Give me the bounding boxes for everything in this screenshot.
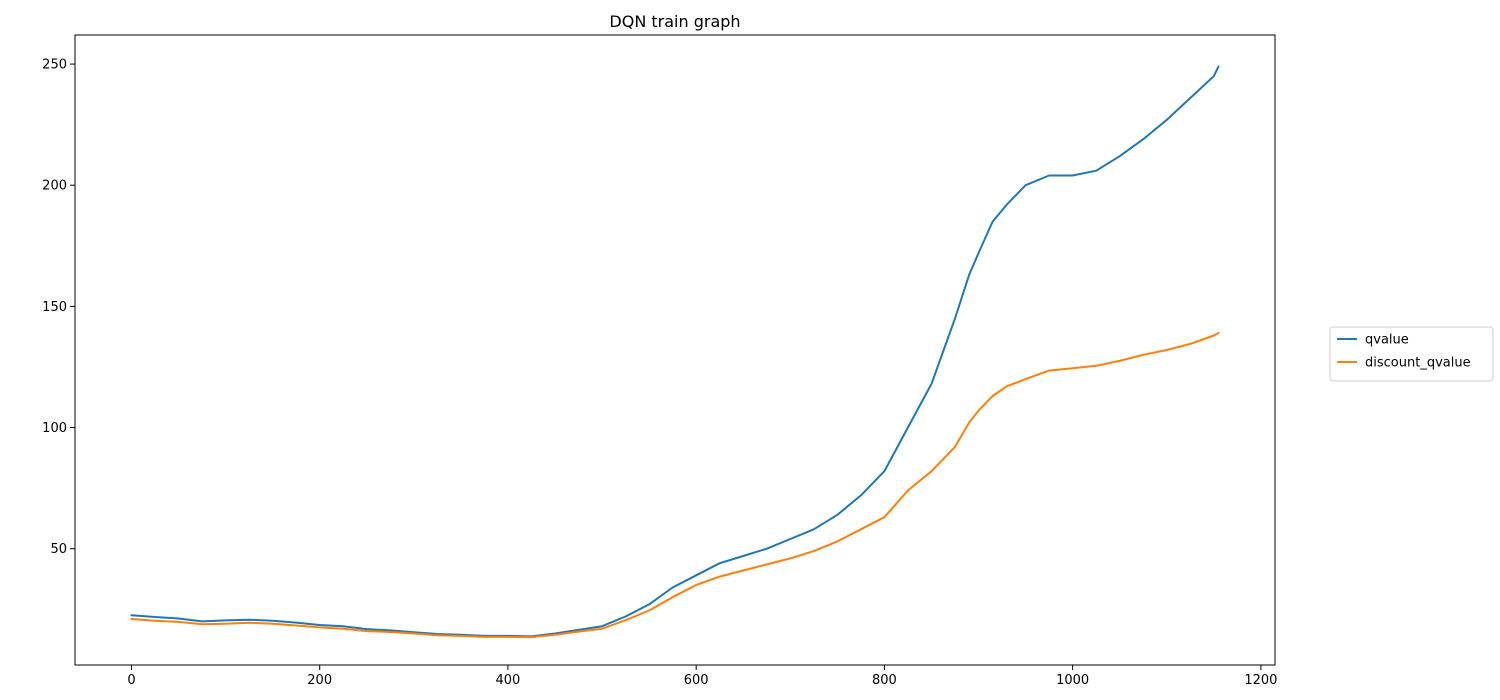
legend-label: discount_qvalue xyxy=(1365,356,1471,371)
y-tick-label: 200 xyxy=(42,179,67,194)
y-tick-label: 150 xyxy=(42,300,67,315)
x-tick-label: 1000 xyxy=(1056,673,1089,688)
y-tick-label: 50 xyxy=(50,542,67,557)
series-layer xyxy=(130,65,1220,639)
x-tick-label: 200 xyxy=(307,673,332,688)
x-tick-label: 1200 xyxy=(1244,673,1277,688)
x-tick-label: 800 xyxy=(872,673,897,688)
legend: qvalue discount_qvalue xyxy=(1329,326,1494,382)
series-line-discount-qvalue xyxy=(130,332,1220,639)
x-tick-label: 0 xyxy=(127,673,135,688)
legend-box xyxy=(1329,326,1494,382)
chart-title: DQN train graph xyxy=(609,12,740,31)
y-axis: 50 100 150 200 250 xyxy=(42,58,75,557)
y-tick-label: 250 xyxy=(42,58,67,73)
legend-label: qvalue xyxy=(1365,333,1409,348)
x-tick-label: 600 xyxy=(684,673,709,688)
x-axis: 0 200 400 600 800 1000 1200 xyxy=(127,665,1277,688)
plot-frame xyxy=(74,34,1276,666)
y-tick-label: 100 xyxy=(42,421,67,436)
series-line-qvalue xyxy=(130,65,1220,638)
plot-area xyxy=(74,34,1276,666)
x-tick-label: 400 xyxy=(496,673,521,688)
